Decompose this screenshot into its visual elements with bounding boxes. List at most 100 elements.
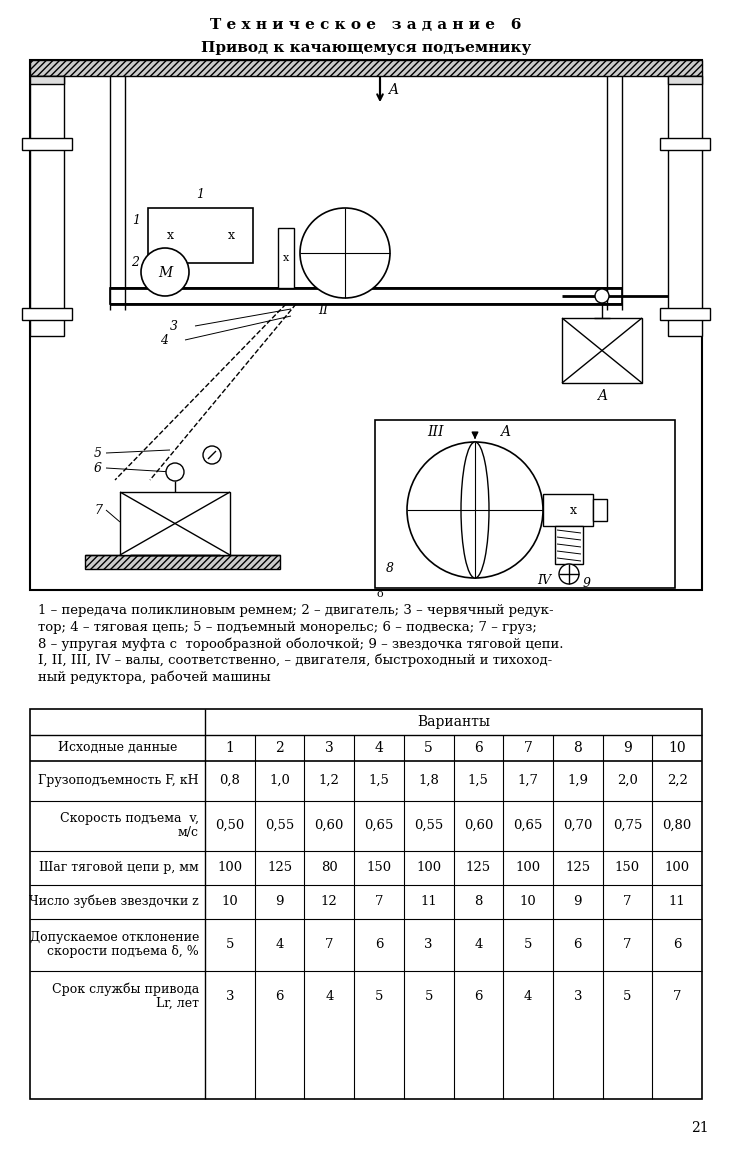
Text: 0,55: 0,55 [414, 820, 444, 832]
Text: 4: 4 [474, 938, 482, 951]
Bar [30, 60, 702, 76]
Text: 1,2: 1,2 [319, 773, 340, 787]
Text: 0,70: 0,70 [563, 820, 592, 832]
Text: 1,7: 1,7 [518, 773, 539, 787]
Text: 3: 3 [325, 740, 334, 755]
Text: 7: 7 [523, 740, 532, 755]
Text: 100: 100 [515, 861, 541, 874]
Bar [120, 491, 230, 555]
Text: Варианты: Варианты [417, 715, 490, 729]
Text: Исходные данные: Исходные данные [58, 741, 177, 754]
Circle shape [595, 289, 609, 303]
Bar [30, 76, 64, 336]
Text: 5: 5 [94, 447, 102, 459]
Text: 12: 12 [321, 895, 337, 908]
Text: 3: 3 [170, 320, 178, 333]
Text: Скорость подъема  v,: Скорость подъема v, [60, 811, 199, 825]
Text: 1,5: 1,5 [368, 773, 389, 787]
Text: 1: 1 [225, 740, 234, 755]
Bar [668, 76, 702, 336]
Text: 3: 3 [425, 938, 433, 951]
Text: 21: 21 [691, 1121, 709, 1135]
Text: x: x [569, 503, 577, 517]
Bar [30, 60, 702, 590]
Text: 5: 5 [425, 990, 433, 1003]
Text: Число зубьев звездочки z: Число зубьев звездочки z [29, 894, 199, 908]
Text: м/с: м/с [178, 826, 199, 839]
Text: 125: 125 [466, 861, 491, 874]
Text: Шаг тяговой цепи p, мм: Шаг тяговой цепи p, мм [40, 861, 199, 874]
Text: Срок службы привода: Срок службы привода [52, 983, 199, 997]
Text: 100: 100 [217, 861, 242, 874]
Text: 7: 7 [325, 938, 334, 951]
Text: 1,0: 1,0 [269, 773, 290, 787]
Text: 7: 7 [623, 938, 632, 951]
Text: 100: 100 [665, 861, 690, 874]
Text: III: III [427, 425, 444, 439]
Text: 5: 5 [225, 938, 234, 951]
Text: 7: 7 [94, 503, 102, 517]
Circle shape [407, 442, 543, 578]
Text: 2,2: 2,2 [667, 773, 687, 787]
Text: 11: 11 [669, 895, 686, 908]
Bar [278, 228, 294, 288]
Text: 8: 8 [573, 740, 582, 755]
Text: 0,50: 0,50 [215, 820, 244, 832]
Text: 10: 10 [668, 740, 686, 755]
Bar [22, 308, 72, 320]
Text: 125: 125 [267, 861, 292, 874]
Text: 100: 100 [416, 861, 441, 874]
Bar [543, 494, 593, 526]
Text: 0,75: 0,75 [613, 820, 642, 832]
Text: 125: 125 [565, 861, 590, 874]
Text: 4: 4 [524, 990, 532, 1003]
Text: 0,8: 0,8 [220, 773, 240, 787]
Text: o: o [377, 589, 384, 599]
Text: 0,60: 0,60 [463, 820, 493, 832]
Text: A: A [597, 389, 607, 403]
Bar [562, 318, 642, 383]
Text: 1,9: 1,9 [567, 773, 589, 787]
Text: 10: 10 [222, 895, 238, 908]
Text: IV: IV [537, 573, 551, 587]
Text: 4: 4 [375, 740, 384, 755]
Text: ный редуктора, рабочей машины: ный редуктора, рабочей машины [38, 670, 271, 684]
Text: Грузоподъемность F, кН: Грузоподъемность F, кН [38, 773, 199, 787]
Text: II: II [318, 304, 328, 317]
Text: 3: 3 [573, 990, 582, 1003]
Circle shape [300, 208, 390, 298]
Text: тор; 4 – тяговая цепь; 5 – подъемный монорельс; 6 – подвеска; 7 – груз;: тор; 4 – тяговая цепь; 5 – подъемный мон… [38, 620, 537, 633]
Text: 2,0: 2,0 [617, 773, 638, 787]
Text: 3: 3 [225, 990, 234, 1003]
Text: 0,80: 0,80 [662, 820, 692, 832]
Bar [660, 308, 710, 320]
Text: 6: 6 [474, 740, 482, 755]
Text: 8 – упругая муфта с  торообразной оболочкой; 9 – звездочка тяговой цепи.: 8 – упругая муфта с торообразной оболочк… [38, 637, 564, 650]
Text: 4: 4 [275, 938, 284, 951]
Circle shape [203, 445, 221, 464]
Text: 8: 8 [474, 895, 482, 908]
Text: 4: 4 [325, 990, 334, 1003]
Text: A: A [500, 425, 510, 439]
Text: 0,65: 0,65 [365, 820, 394, 832]
Text: 7: 7 [623, 895, 632, 908]
Bar [555, 526, 583, 564]
Text: x: x [228, 229, 234, 242]
Text: 1,8: 1,8 [418, 773, 439, 787]
Bar [30, 76, 64, 84]
Text: 2: 2 [275, 740, 284, 755]
Text: 6: 6 [94, 462, 102, 474]
Text: 6: 6 [375, 938, 383, 951]
Text: 1,5: 1,5 [468, 773, 489, 787]
Text: M: M [158, 266, 172, 280]
Bar [110, 288, 622, 304]
Text: 5: 5 [623, 990, 632, 1003]
Text: 7: 7 [673, 990, 681, 1003]
Bar [30, 709, 702, 1098]
Text: 7: 7 [375, 895, 383, 908]
Text: 150: 150 [367, 861, 392, 874]
Circle shape [559, 564, 579, 584]
Text: 6: 6 [474, 990, 482, 1003]
Bar [22, 138, 72, 150]
Text: 10: 10 [520, 895, 537, 908]
